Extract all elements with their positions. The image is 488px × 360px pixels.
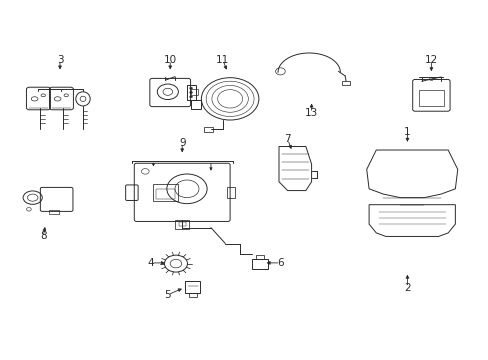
Text: 3: 3 bbox=[57, 55, 63, 65]
Text: 6: 6 bbox=[277, 258, 283, 268]
Text: 12: 12 bbox=[424, 55, 437, 65]
Text: 7: 7 bbox=[284, 134, 290, 144]
Bar bbox=[190, 100, 201, 109]
Bar bbox=[226, 187, 235, 198]
Text: 9: 9 bbox=[179, 138, 185, 148]
Text: 13: 13 bbox=[305, 108, 318, 118]
Bar bbox=[418, 90, 443, 106]
Bar bbox=[187, 85, 196, 100]
Text: 2: 2 bbox=[403, 283, 410, 293]
Bar bbox=[256, 255, 263, 259]
Bar bbox=[175, 220, 189, 229]
Text: 11: 11 bbox=[216, 55, 229, 65]
Circle shape bbox=[189, 87, 192, 89]
Text: 5: 5 bbox=[164, 290, 171, 300]
Text: 1: 1 bbox=[403, 127, 410, 138]
Bar bbox=[179, 222, 185, 226]
Bar bbox=[188, 293, 196, 297]
Circle shape bbox=[189, 91, 192, 94]
Text: 8: 8 bbox=[40, 231, 46, 242]
Bar bbox=[252, 259, 267, 269]
Bar bbox=[342, 81, 349, 85]
Bar bbox=[49, 210, 59, 214]
Bar bbox=[203, 127, 213, 132]
Circle shape bbox=[189, 96, 192, 98]
Bar bbox=[184, 281, 200, 293]
Text: 4: 4 bbox=[147, 258, 154, 268]
Bar bbox=[190, 89, 197, 95]
Text: 10: 10 bbox=[163, 55, 177, 65]
Bar bbox=[153, 184, 178, 201]
Bar bbox=[156, 189, 175, 199]
